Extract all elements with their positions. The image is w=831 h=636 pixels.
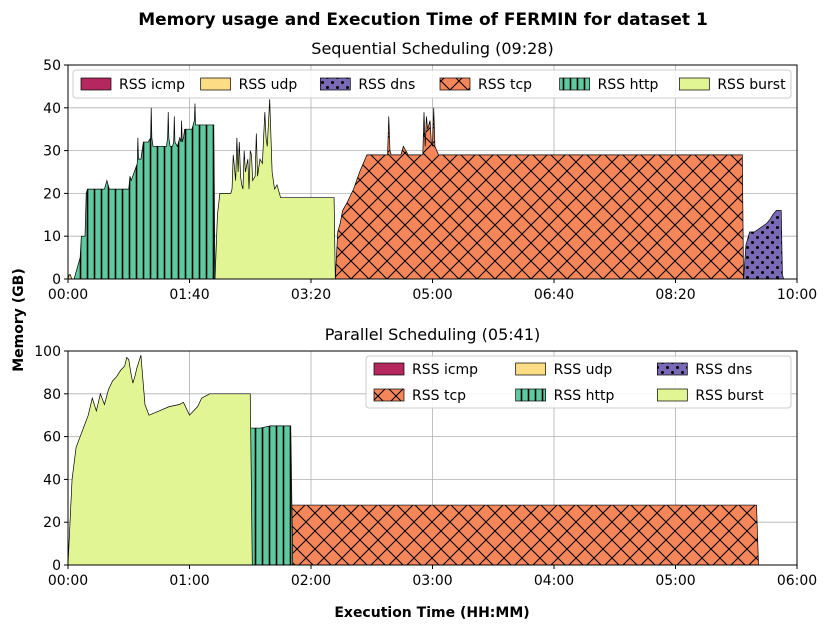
sequential-scheduling-panel: Sequential Scheduling (09:28) 00:00 01:40 0… (43, 39, 817, 303)
y-tick-label: 0 (52, 558, 61, 574)
series-hatch-rss-tcp (335, 107, 744, 279)
legend: RSS icmp RSS udp RSS dns RSS tcp RSS http RSS… (72, 69, 792, 99)
legend-hatch-rss-tcp (374, 389, 404, 401)
series-line-rss-tcp (334, 107, 744, 280)
series-area-rss-burst (215, 99, 336, 280)
x-tick-label: 04:00 (534, 573, 574, 589)
x-tick-label: 02:00 (291, 573, 331, 589)
x-tick-label: 01:40 (169, 287, 209, 303)
legend-swatch-rss-udp (200, 77, 232, 91)
series-line-rss-udp (67, 274, 72, 280)
x-axis-label: Execution Time (HH:MM) (334, 605, 529, 621)
y-tick-label: 100 (34, 344, 61, 360)
x-tick-label: 03:20 (291, 287, 331, 303)
y-tick-label: 20 (43, 186, 61, 202)
parallel-scheduling-panel: Parallel Scheduling (05:41) 00:00 01:00 02:… (34, 325, 817, 589)
x-tick-label: 03:00 (412, 573, 452, 589)
legend-label-rss-icmp: RSS icmp (119, 77, 185, 93)
x-tick-label: 10:00 (777, 287, 817, 303)
series-line-rss-burst (67, 355, 253, 566)
legend-hatch-rss-dns (320, 78, 351, 90)
legend-label-rss-icmp: RSS icmp (412, 362, 478, 378)
y-tick-label: 40 (43, 472, 61, 488)
x-tick-label: 08:20 (655, 287, 695, 303)
panel-title: Sequential Scheduling (09:28) (311, 39, 553, 58)
x-tick-label: 01:00 (169, 573, 209, 589)
y-tick-label: 60 (43, 430, 61, 446)
legend-swatch-rss-udp (515, 362, 547, 376)
legend-swatch-rss-icmp (373, 362, 405, 376)
x-tick-label: 00:00 (48, 287, 88, 303)
legend-swatch-rss-icmp (80, 77, 112, 91)
legend: RSS icmp RSS udp RSS dns RSS tcp RSS http RSS… (365, 355, 792, 409)
legend-hatch-rss-http (559, 78, 590, 90)
y-tick-label: 40 (43, 101, 61, 117)
y-axis-label: Memory (GB) (11, 268, 27, 372)
legend-swatch-rss-burst (656, 388, 688, 402)
legend-hatch-rss-tcp (440, 78, 470, 90)
legend-label-rss-dns: RSS dns (695, 362, 752, 378)
legend-label-rss-http: RSS http (554, 388, 615, 404)
y-tick-label: 20 (43, 515, 61, 531)
legend-box (72, 69, 792, 99)
figure-suptitle: Memory usage and Execution Time of FERMI… (138, 10, 708, 30)
legend-label-rss-tcp: RSS tcp (478, 77, 532, 93)
y-tick-label: 80 (43, 387, 61, 403)
series-line-rss-dns (743, 210, 784, 280)
series-line-rss-burst (214, 99, 336, 280)
x-tick-label: 00:00 (48, 573, 88, 589)
series-area-rss-burst (68, 355, 253, 565)
x-tick-label: 05:00 (412, 287, 452, 303)
y-tick-label: 10 (43, 229, 61, 245)
legend-label-rss-burst: RSS burst (695, 388, 764, 404)
y-tick-label: 0 (52, 272, 61, 288)
x-tick-label: 06:00 (777, 573, 817, 589)
y-tick-label: 30 (43, 144, 61, 160)
legend-label-rss-udp: RSS udp (554, 362, 613, 378)
series-hatch-rss-dns (743, 210, 784, 279)
legend-label-rss-udp: RSS udp (239, 77, 298, 93)
x-tick-label: 05:00 (655, 573, 695, 589)
x-tick-label: 06:40 (534, 287, 574, 303)
y-tick-label: 50 (43, 58, 61, 74)
legend-label-rss-tcp: RSS tcp (412, 388, 466, 404)
legend-label-rss-http: RSS http (598, 77, 659, 93)
series-hatch-rss-http (68, 103, 216, 280)
legend-label-rss-burst: RSS burst (717, 77, 786, 93)
legend-swatch-rss-burst (678, 77, 710, 91)
legend-hatch-rss-dns (657, 363, 688, 375)
legend-label-rss-dns: RSS dns (358, 77, 415, 93)
series-line-rss-http (68, 103, 216, 280)
panel-title: Parallel Scheduling (05:41) (325, 325, 540, 344)
legend-hatch-rss-http (515, 389, 546, 401)
